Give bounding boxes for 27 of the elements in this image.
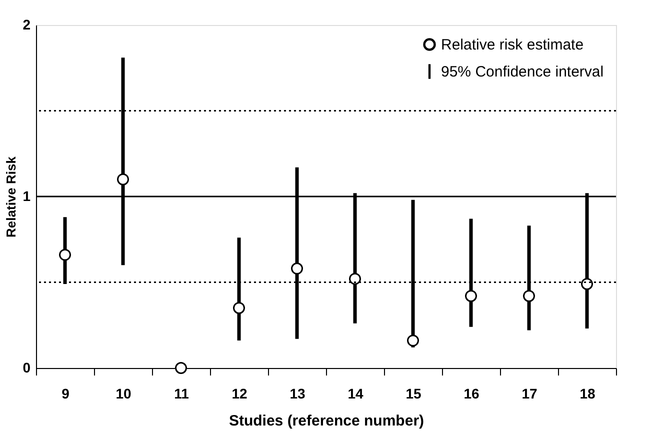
x-tick-label: 17 (522, 386, 538, 402)
x-tick-label: 14 (348, 386, 364, 402)
legend-label: Relative risk estimate (441, 36, 584, 54)
x-tick-label: 13 (290, 386, 306, 402)
point (349, 272, 361, 285)
y-tick-label: 1 (22, 188, 31, 204)
point (175, 362, 187, 374)
point (523, 290, 535, 302)
x-tick-label: 15 (406, 386, 422, 402)
point (117, 173, 129, 186)
x-tick-label: 16 (464, 386, 480, 402)
annotation: 95% Confidence interval (441, 64, 604, 80)
y-tick-label: 0 (22, 360, 31, 376)
y-tick-label: 2 (22, 16, 31, 32)
point (465, 290, 477, 302)
x-tick-label: 9 (62, 386, 70, 402)
x-tick-label: 11 (174, 386, 190, 402)
point (59, 248, 71, 261)
point (291, 262, 303, 275)
x-axis-title: Studies (reference number) (228, 412, 424, 430)
point (581, 278, 593, 290)
x-tick-label: 18 (580, 386, 596, 402)
y-axis-title: Relative Risk (4, 156, 19, 238)
x-tick-label: 12 (232, 386, 248, 402)
point (407, 334, 419, 347)
x-tick-label: 10 (116, 386, 132, 402)
point (233, 302, 245, 314)
